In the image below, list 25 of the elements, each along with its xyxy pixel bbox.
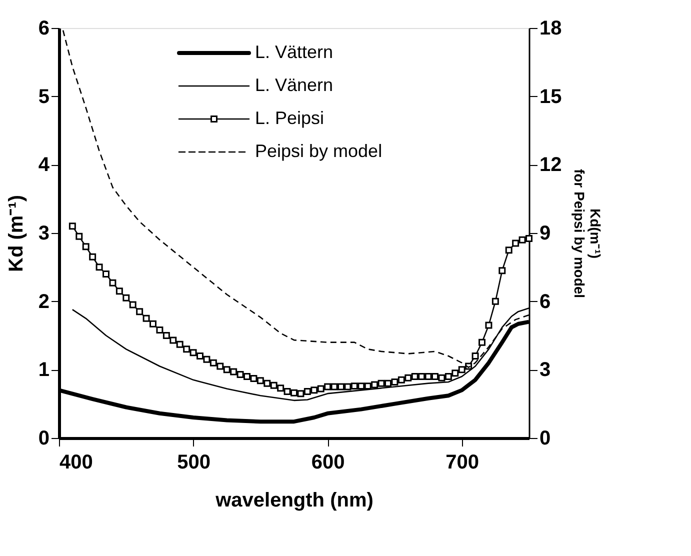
legend-label: L. Peipsi — [255, 108, 324, 128]
y-tick-label: 0 — [38, 428, 50, 450]
y2-tick-label: 6 — [540, 290, 551, 313]
x-tick-label: 400 — [60, 452, 93, 474]
y-tick-label: 1 — [38, 359, 50, 382]
x-axis-title: wavelength (nm) — [214, 490, 374, 512]
legend-label: Peipsi by model — [255, 141, 382, 161]
y2-tick-label: 15 — [540, 86, 562, 108]
y2-tick-label: 9 — [540, 222, 551, 244]
x-tick-label: 700 — [446, 452, 480, 474]
y-tick-label: 5 — [38, 86, 50, 108]
y2-tick-label: 18 — [540, 18, 562, 40]
y2-tick-label: 3 — [540, 359, 551, 382]
y-axis-title: Kd (m⁻¹) — [5, 195, 28, 272]
y-tick-label: 3 — [38, 222, 50, 244]
y2-axis-title: Kd(m⁻¹) for Peipsi by model — [572, 168, 604, 298]
y2-tick-label: 0 — [540, 428, 551, 450]
x-tick-label: 500 — [177, 452, 210, 474]
y-tick-label: 6 — [38, 18, 50, 40]
y-tick-label: 4 — [38, 154, 50, 176]
x-tick-label: 600 — [311, 452, 345, 474]
legend-label: L. Vättern — [255, 42, 334, 62]
legend-label: L. Vänern — [255, 75, 334, 95]
y2-tick-label: 12 — [540, 154, 562, 176]
y-tick-label: 2 — [38, 290, 50, 313]
